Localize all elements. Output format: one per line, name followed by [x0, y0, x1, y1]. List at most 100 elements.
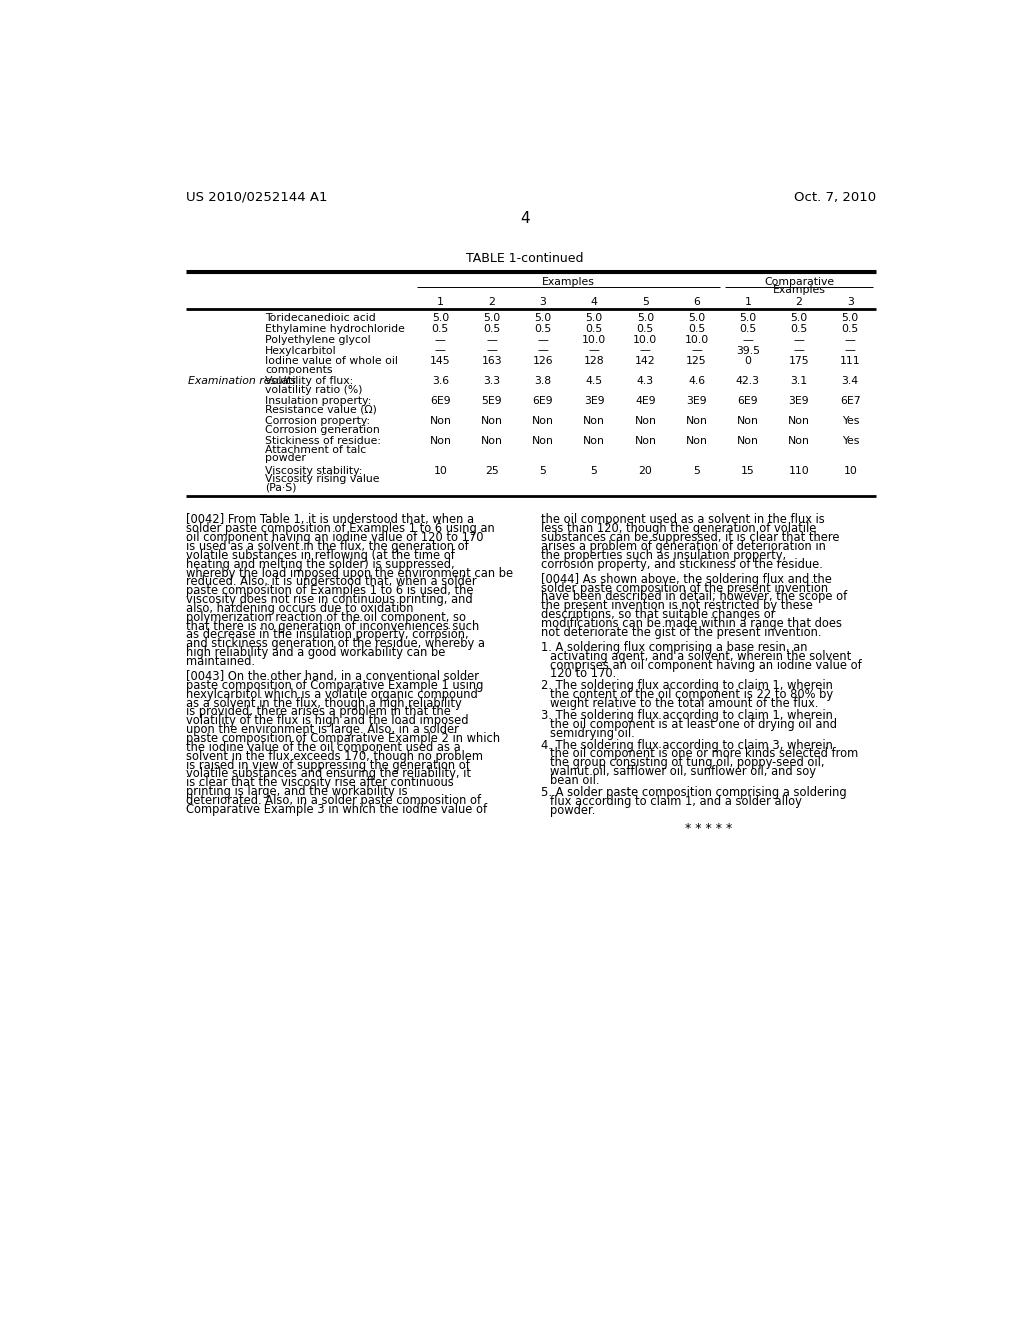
Text: Yes: Yes — [842, 416, 859, 426]
Text: Non: Non — [737, 437, 759, 446]
Text: 10.0: 10.0 — [684, 335, 709, 345]
Text: 2: 2 — [796, 297, 803, 308]
Text: 6: 6 — [693, 297, 700, 308]
Text: 4: 4 — [520, 211, 529, 226]
Text: bean oil.: bean oil. — [550, 774, 600, 787]
Text: the properties such as insulation property,: the properties such as insulation proper… — [541, 549, 786, 562]
Text: upon the environment is large. Also, in a solder: upon the environment is large. Also, in … — [186, 723, 459, 737]
Text: 5.0: 5.0 — [483, 313, 501, 323]
Text: 4E9: 4E9 — [635, 396, 655, 407]
Text: US 2010/0252144 A1: US 2010/0252144 A1 — [186, 190, 328, 203]
Text: Oct. 7, 2010: Oct. 7, 2010 — [794, 190, 876, 203]
Text: —: — — [794, 335, 805, 345]
Text: is provided, there arises a problem in that the: is provided, there arises a problem in t… — [186, 705, 451, 718]
Text: hexylcarbitol which is a volatile organic compound: hexylcarbitol which is a volatile organi… — [186, 688, 478, 701]
Text: 20: 20 — [638, 466, 652, 475]
Text: 111: 111 — [840, 356, 860, 366]
Text: 2: 2 — [488, 297, 495, 308]
Text: 0.5: 0.5 — [586, 323, 603, 334]
Text: 10.0: 10.0 — [633, 335, 657, 345]
Text: is clear that the viscosity rise after continuous: is clear that the viscosity rise after c… — [186, 776, 454, 789]
Text: comprises an oil component having an iodine value of: comprises an oil component having an iod… — [550, 659, 862, 672]
Text: —: — — [486, 346, 497, 355]
Text: Resistance value (Ω): Resistance value (Ω) — [265, 405, 377, 414]
Text: 5: 5 — [540, 466, 546, 475]
Text: 5.0: 5.0 — [688, 313, 706, 323]
Text: 1. A soldering flux comprising a base resin, an: 1. A soldering flux comprising a base re… — [541, 640, 808, 653]
Text: 3E9: 3E9 — [788, 396, 809, 407]
Text: Comparative Example 3 in which the iodine value of: Comparative Example 3 in which the iodin… — [186, 803, 487, 816]
Text: 145: 145 — [430, 356, 451, 366]
Text: descriptions, so that suitable changes or: descriptions, so that suitable changes o… — [541, 609, 775, 622]
Text: 128: 128 — [584, 356, 604, 366]
Text: paste composition of Examples 1 to 6 is used, the: paste composition of Examples 1 to 6 is … — [186, 585, 474, 597]
Text: —: — — [486, 335, 497, 345]
Text: 5. A solder paste composition comprising a soldering: 5. A solder paste composition comprising… — [541, 785, 847, 799]
Text: arises a problem of generation of deterioration in: arises a problem of generation of deteri… — [541, 540, 826, 553]
Text: is used as a solvent in the flux, the generation of: is used as a solvent in the flux, the ge… — [186, 540, 469, 553]
Text: Toridecanedioic acid: Toridecanedioic acid — [265, 313, 376, 323]
Text: 4.3: 4.3 — [637, 376, 654, 387]
Text: Non: Non — [583, 437, 605, 446]
Text: 0.5: 0.5 — [688, 323, 706, 334]
Text: less than 120, though the generation of volatile: less than 120, though the generation of … — [541, 523, 816, 535]
Text: 5.0: 5.0 — [637, 313, 654, 323]
Text: powder: powder — [265, 453, 306, 463]
Text: 3E9: 3E9 — [584, 396, 604, 407]
Text: 0.5: 0.5 — [791, 323, 808, 334]
Text: corrosion property, and stickiness of the residue.: corrosion property, and stickiness of th… — [541, 557, 823, 570]
Text: have been described in detail; however, the scope of: have been described in detail; however, … — [541, 590, 847, 603]
Text: 15: 15 — [741, 466, 755, 475]
Text: solvent in the flux exceeds 170, though no problem: solvent in the flux exceeds 170, though … — [186, 750, 483, 763]
Text: oil component having an iodine value of 120 to 170: oil component having an iodine value of … — [186, 531, 483, 544]
Text: 3.6: 3.6 — [432, 376, 449, 387]
Text: 6E9: 6E9 — [430, 396, 451, 407]
Text: 4.5: 4.5 — [586, 376, 603, 387]
Text: 5.0: 5.0 — [535, 313, 552, 323]
Text: 120 to 170.: 120 to 170. — [550, 668, 616, 680]
Text: Non: Non — [480, 437, 503, 446]
Text: the iodine value of the oil component used as a: the iodine value of the oil component us… — [186, 741, 461, 754]
Text: 0.5: 0.5 — [535, 323, 552, 334]
Text: semidrying oil.: semidrying oil. — [550, 726, 635, 739]
Text: 0.5: 0.5 — [739, 323, 757, 334]
Text: viscosity does not rise in continuous printing, and: viscosity does not rise in continuous pr… — [186, 593, 473, 606]
Text: —: — — [845, 346, 856, 355]
Text: —: — — [691, 346, 702, 355]
Text: substances can be suppressed, it is clear that there: substances can be suppressed, it is clea… — [541, 531, 840, 544]
Text: Non: Non — [635, 416, 656, 426]
Text: the oil component is at least one of drying oil and: the oil component is at least one of dry… — [550, 718, 838, 731]
Text: 10: 10 — [844, 466, 857, 475]
Text: Polyethylene glycol: Polyethylene glycol — [265, 335, 371, 345]
Text: Non: Non — [480, 416, 503, 426]
Text: 142: 142 — [635, 356, 655, 366]
Text: Viscosity stability:: Viscosity stability: — [265, 466, 362, 475]
Text: not deteriorate the gist of the present invention.: not deteriorate the gist of the present … — [541, 626, 821, 639]
Text: 0.5: 0.5 — [483, 323, 501, 334]
Text: 5: 5 — [591, 466, 598, 475]
Text: Non: Non — [635, 437, 656, 446]
Text: 0.5: 0.5 — [637, 323, 654, 334]
Text: the present invention is not restricted by these: the present invention is not restricted … — [541, 599, 813, 612]
Text: 3. The soldering flux according to claim 1, wherein: 3. The soldering flux according to claim… — [541, 709, 833, 722]
Text: solder paste composition of Examples 1 to 6 using an: solder paste composition of Examples 1 t… — [186, 523, 495, 535]
Text: Hexylcarbitol: Hexylcarbitol — [265, 346, 337, 355]
Text: —: — — [435, 335, 445, 345]
Text: 1: 1 — [437, 297, 443, 308]
Text: 4: 4 — [591, 297, 598, 308]
Text: solder paste composition of the present invention: solder paste composition of the present … — [541, 582, 828, 594]
Text: Non: Non — [686, 416, 708, 426]
Text: 3.3: 3.3 — [483, 376, 500, 387]
Text: [0042] From Table 1, it is understood that, when a: [0042] From Table 1, it is understood th… — [186, 513, 474, 527]
Text: the oil component used as a solvent in the flux is: the oil component used as a solvent in t… — [541, 513, 824, 527]
Text: Corrosion property:: Corrosion property: — [265, 416, 371, 426]
Text: TABLE 1-continued: TABLE 1-continued — [466, 252, 584, 265]
Text: flux according to claim 1, and a solder alloy: flux according to claim 1, and a solder … — [550, 795, 802, 808]
Text: 3: 3 — [540, 297, 546, 308]
Text: Comparative: Comparative — [764, 277, 835, 286]
Text: Volatility of flux:: Volatility of flux: — [265, 376, 353, 387]
Text: —: — — [742, 335, 754, 345]
Text: Non: Non — [429, 437, 452, 446]
Text: the group consisting of tung oil, poppy-seed oil,: the group consisting of tung oil, poppy-… — [550, 756, 825, 770]
Text: weight relative to the total amount of the flux.: weight relative to the total amount of t… — [550, 697, 819, 710]
